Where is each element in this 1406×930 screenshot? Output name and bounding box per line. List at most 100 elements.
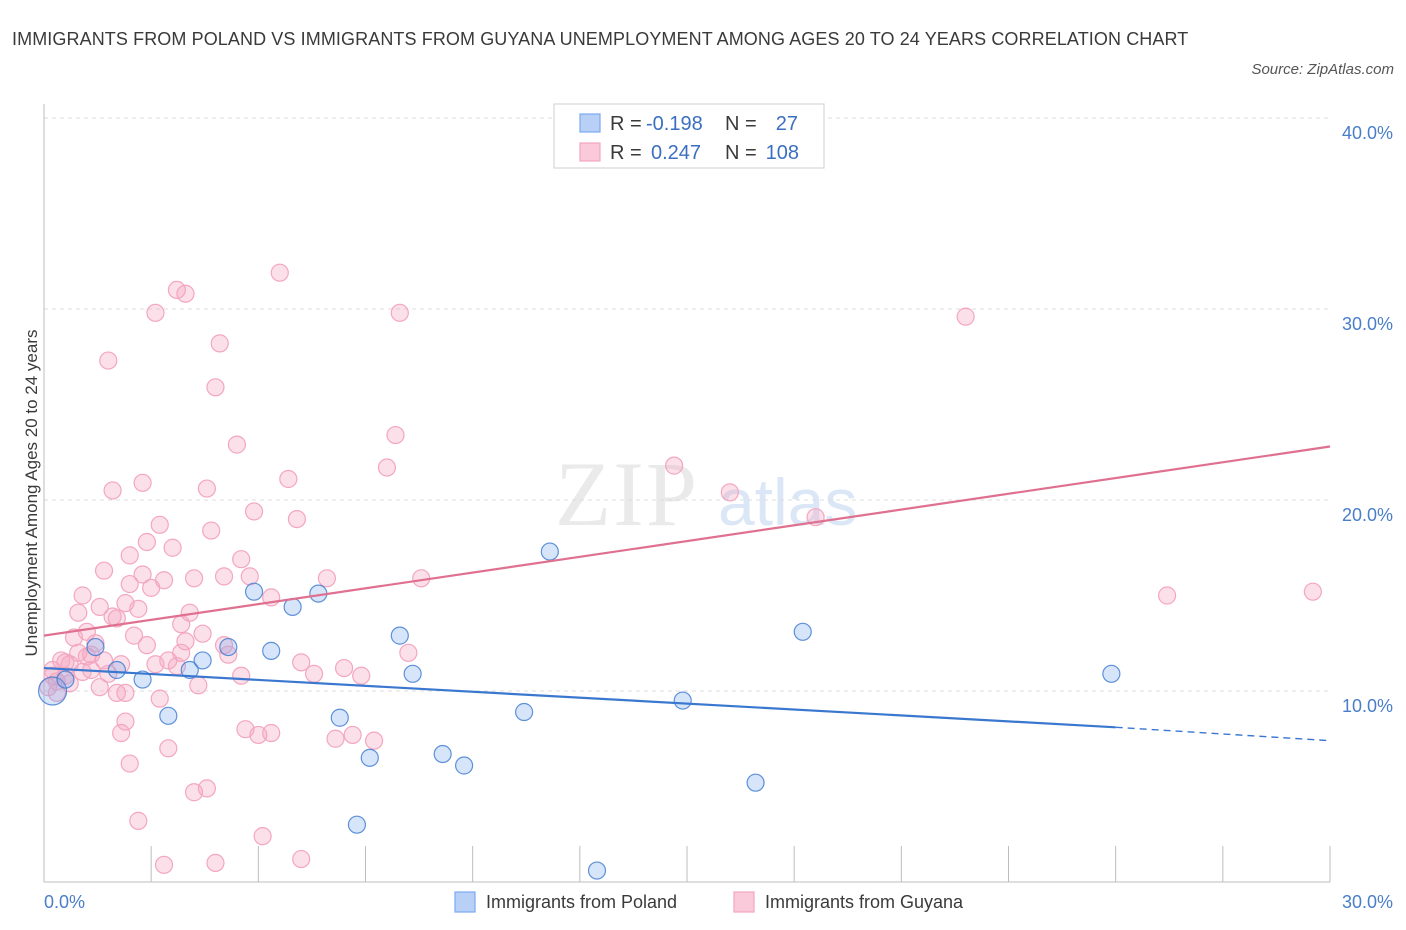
- legend-swatch-guyana[interactable]: [733, 891, 755, 913]
- poland-point-1: [86, 637, 105, 657]
- poland-point-17: [433, 744, 452, 764]
- svg-text:atlas: atlas: [718, 465, 857, 539]
- chart-title: IMMIGRANTS FROM POLAND VS IMMIGRANTS FRO…: [12, 29, 1189, 49]
- guyana-point-71: [116, 712, 135, 731]
- guyana-point-54: [304, 664, 324, 683]
- poland-points: [37, 542, 1121, 880]
- poland-point-15: [390, 626, 409, 645]
- guyana-point-34: [184, 569, 204, 588]
- x-tick-label-min: 0.0%: [44, 892, 85, 912]
- guyana-point-12: [90, 597, 109, 617]
- guyana-point-68: [90, 678, 109, 697]
- guyana-point-70: [112, 723, 131, 743]
- guyana-point-95: [103, 607, 122, 626]
- guyana-point-97: [154, 855, 174, 874]
- watermark: ZIP atlas: [555, 443, 857, 545]
- guyana-point-90: [47, 683, 66, 703]
- gridlines: [44, 117, 1330, 692]
- guyana-point-29: [163, 538, 182, 557]
- legend: Immigrants from Poland Immigrants from G…: [454, 891, 964, 913]
- y-tick-labels: 10.0% 20.0% 30.0% 40.0%: [1342, 123, 1393, 716]
- guyana-point-47: [244, 502, 264, 521]
- poland-point-23: [746, 773, 765, 792]
- guyana-point-42: [219, 645, 238, 664]
- guyana-point-100: [665, 456, 684, 475]
- guyana-point-105: [1303, 582, 1322, 601]
- guyana-point-57: [334, 658, 354, 678]
- guyana-point-31: [172, 643, 191, 662]
- legend-label-poland[interactable]: Immigrants from Poland: [486, 892, 677, 912]
- guyana-point-36: [193, 624, 212, 643]
- guyana-point-96: [133, 565, 152, 584]
- guyana-point-99: [73, 662, 92, 682]
- poland-point-9: [262, 641, 281, 660]
- poland-trend-extension: [1115, 726, 1331, 742]
- guyana-point-52: [287, 509, 307, 529]
- poland-point-0: [37, 676, 68, 706]
- guyana-r-label: R =: [610, 142, 642, 164]
- poland-r-label: R =: [610, 113, 642, 135]
- legend-swatch-poland[interactable]: [454, 891, 476, 913]
- guyana-point-94: [94, 651, 114, 670]
- guyana-point-30: [167, 280, 186, 299]
- poland-stats-swatch: [579, 113, 601, 133]
- guyana-point-59: [352, 666, 371, 685]
- guyana-point-55: [317, 569, 337, 588]
- guyana-point-101: [720, 483, 739, 502]
- guyana-point-107: [116, 594, 135, 613]
- guyana-point-35: [189, 676, 208, 695]
- guyana-point-62: [386, 425, 405, 445]
- guyana-point-88: [99, 351, 118, 370]
- guyana-point-37: [197, 479, 216, 498]
- guyana-point-7: [69, 603, 88, 622]
- guyana-points: [39, 263, 1322, 874]
- guyana-point-98: [172, 615, 191, 634]
- guyana-point-65: [390, 303, 409, 322]
- poland-point-5: [180, 660, 199, 680]
- guyana-point-58: [343, 725, 362, 745]
- guyana-point-14: [99, 664, 118, 683]
- guyana-point-75: [146, 655, 165, 674]
- guyana-trend-line: [43, 445, 1331, 637]
- guyana-point-51: [279, 469, 298, 489]
- guyana-point-74: [137, 636, 156, 655]
- guyana-point-25: [146, 303, 165, 322]
- guyana-point-76: [150, 689, 169, 708]
- poland-n-value: 27: [776, 113, 798, 135]
- poland-trend-line: [43, 666, 1116, 729]
- poland-point-22: [673, 691, 692, 710]
- guyana-point-53: [292, 653, 311, 672]
- guyana-point-103: [956, 307, 975, 326]
- x-axis-ticks: [43, 846, 1331, 882]
- poland-point-24: [793, 622, 812, 641]
- guyana-point-87: [292, 849, 311, 869]
- poland-point-25: [1102, 664, 1121, 683]
- guyana-r-value: 0.247: [651, 142, 701, 164]
- guyana-point-82: [206, 853, 225, 873]
- poland-point-4: [159, 706, 178, 725]
- guyana-point-81: [197, 779, 216, 798]
- legend-label-guyana[interactable]: Immigrants from Guyana: [765, 892, 964, 912]
- svg-text:ZIP: ZIP: [555, 443, 699, 545]
- guyana-point-19: [120, 546, 139, 565]
- y-tick-label-40: 40.0%: [1342, 123, 1393, 143]
- y-tick-label-30: 30.0%: [1342, 314, 1393, 334]
- trend-lines: [43, 445, 1331, 742]
- y-tick-label-20: 20.0%: [1342, 505, 1393, 525]
- guyana-point-73: [129, 811, 148, 830]
- guyana-point-85: [249, 725, 268, 745]
- poland-point-20: [540, 542, 559, 561]
- guyana-point-27: [154, 571, 174, 590]
- guyana-point-48: [253, 827, 272, 846]
- poland-point-7: [219, 637, 238, 657]
- guyana-point-61: [377, 458, 397, 477]
- guyana-point-69: [107, 683, 126, 703]
- guyana-point-32: [176, 284, 195, 303]
- guyana-point-89: [120, 574, 139, 594]
- guyana-point-63: [399, 643, 418, 662]
- guyana-point-22: [133, 473, 152, 492]
- guyana-point-77: [159, 739, 178, 758]
- guyana-point-11: [86, 634, 105, 653]
- guyana-point-26: [150, 515, 169, 534]
